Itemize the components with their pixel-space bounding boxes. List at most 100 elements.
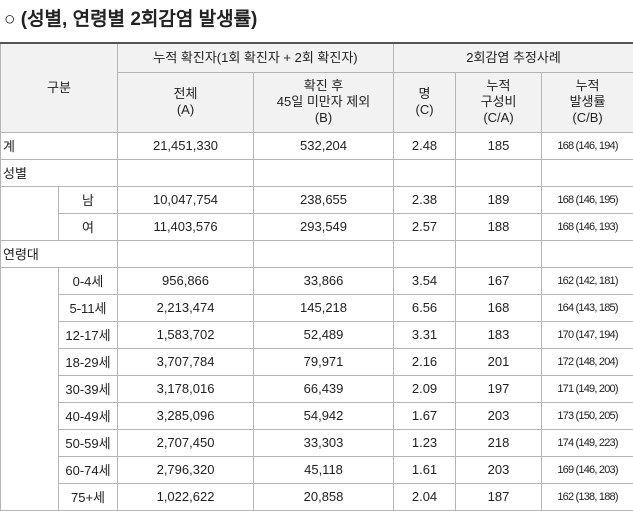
row: 50-59세 2,707,450 33,303 1.23 218 174 (149, 22…	[1, 428, 633, 457]
cell: 174 (149, 223)	[541, 428, 633, 457]
header-cell: 전체 (A)	[117, 71, 255, 133]
header-cell: 구분	[0, 42, 119, 133]
row-label: 50-59세	[57, 428, 119, 457]
cell: 187	[455, 482, 543, 511]
cell: 173 (150, 205)	[541, 401, 633, 430]
table: 구분 누적 확진자(1회 확진자 + 2회 확진자) 2회감염 추정사례 전체(…	[0, 42, 633, 511]
row: 여 11,403,576 293,549 2.57 188 168 (146, 193)	[1, 212, 633, 241]
row: 남 10,047,754 238,655 2.38 189 168 (146, 195)	[0, 185, 633, 241]
row: 계 21,451,330 532,204 2.48 185 168 (146, 194)	[0, 131, 633, 160]
header-line: 누적	[486, 78, 511, 93]
header-row: 전체 (A) 확진 후 45일 미만자 제외 (B) 명 (C) 누적 구성비 (C/A) 누적 발생…	[1, 71, 633, 133]
row: 75+세 1,022,622 20,858 2.04 187 162 (138, 188)	[1, 482, 633, 511]
header-line: (C/A)	[483, 110, 514, 125]
title: ○ (성별, 연령별 2회감염 발생률)	[4, 9, 258, 30]
cell: 189	[455, 185, 543, 214]
row-label: 30-39세	[57, 374, 119, 403]
cell: 79,971	[253, 347, 395, 376]
cell	[253, 158, 395, 187]
header-cell: 확진 후 45일 미만자 제외 (B)	[253, 71, 395, 133]
cell: 532,204	[253, 131, 395, 160]
cell: 168 (146, 194)	[541, 131, 633, 160]
cell: 168 (146, 195)	[541, 185, 633, 214]
cell: 2.57	[393, 212, 457, 241]
cell: 2,213,474	[117, 293, 255, 322]
row: 18-29세 3,707,784 79,971 2.16 201 172 (148, 20…	[1, 347, 633, 376]
cell: 3.54	[393, 266, 457, 295]
header-cell: 명 (C)	[393, 71, 457, 133]
cell	[455, 158, 543, 187]
cell: 33,303	[253, 428, 395, 457]
header-cell: 누적 확진자(1회 확진자 + 2회 확진자)	[117, 42, 395, 73]
cell: 2.09	[393, 374, 457, 403]
table-body: 계 21,451,330 532,204 2.48 185 168 (146, 194) 성…	[0, 131, 633, 511]
header-cell: 누적 구성비 (C/A)	[455, 71, 543, 133]
cell: 185	[455, 131, 543, 160]
cell: 1.23	[393, 428, 457, 457]
row: 0-4세 956,866 33,866 3.54 167 162 (142, 181)	[0, 266, 633, 511]
cell	[393, 239, 457, 268]
cell: 2.04	[393, 482, 457, 511]
header-line: (A)	[176, 102, 195, 117]
header-line: 전체	[173, 86, 198, 101]
row-label: 계	[0, 131, 119, 160]
group-label: 연령대	[0, 239, 119, 268]
cell: 1,022,622	[117, 482, 255, 511]
row: 60-74세 2,796,320 45,118 1.61 203 169 (146, 20…	[1, 455, 633, 484]
cell: 188	[455, 212, 543, 241]
cell: 168 (146, 193)	[541, 212, 633, 241]
header-line: (B)	[314, 110, 333, 125]
cell: 3,285,096	[117, 401, 255, 430]
header-row: 구분 누적 확진자(1회 확진자 + 2회 확진자) 2회감염 추정사례	[0, 42, 633, 133]
cell	[117, 158, 255, 187]
cell: 3,178,016	[117, 374, 255, 403]
row-label: 여	[57, 212, 119, 241]
cell	[541, 239, 633, 268]
indent-cell	[0, 185, 59, 241]
cell: 164 (143, 185)	[541, 293, 633, 322]
cell: 162 (142, 181)	[541, 266, 633, 295]
header-line: 명	[418, 86, 431, 101]
cell	[253, 239, 395, 268]
cell: 3.31	[393, 320, 457, 349]
row-label: 남	[57, 185, 119, 214]
cell	[541, 158, 633, 187]
cell: 203	[455, 455, 543, 484]
header-line: 누적	[575, 78, 600, 93]
cell: 45,118	[253, 455, 395, 484]
header-line: 발생률	[569, 94, 606, 109]
cell: 3,707,784	[117, 347, 255, 376]
row-label: 5-11세	[57, 293, 119, 322]
cell: 218	[455, 428, 543, 457]
group-row: 연령대	[0, 239, 633, 268]
header-line: 확진 후	[303, 78, 344, 93]
cell: 2.48	[393, 131, 457, 160]
group-row: 성별	[0, 158, 633, 187]
cell: 2,707,450	[117, 428, 255, 457]
row: 12-17세 1,583,702 52,489 3.31 183 170 (147, 19…	[1, 320, 633, 349]
cell: 20,858	[253, 482, 395, 511]
row: 5-11세 2,213,474 145,218 6.56 168 164 (143, 18…	[1, 293, 633, 322]
header-cell: 누적 발생률 (C/B)	[541, 71, 633, 133]
cell	[117, 239, 255, 268]
header-line: (C/B)	[572, 110, 603, 125]
cell: 10,047,754	[117, 185, 255, 214]
header-line: 구성비	[480, 94, 517, 109]
row: 40-49세 3,285,096 54,942 1.67 203 173 (150, 20…	[1, 401, 633, 430]
cell: 169 (146, 203)	[541, 455, 633, 484]
row-label: 40-49세	[57, 401, 119, 430]
cell: 54,942	[253, 401, 395, 430]
cell: 238,655	[253, 185, 395, 214]
header-line: (C)	[415, 102, 434, 117]
cell: 1.61	[393, 455, 457, 484]
cell: 201	[455, 347, 543, 376]
row-label: 0-4세	[57, 266, 119, 295]
cell: 145,218	[253, 293, 395, 322]
cell: 2.38	[393, 185, 457, 214]
cell: 52,489	[253, 320, 395, 349]
header-line: 45일 미만자 제외	[276, 94, 371, 109]
cell: 6.56	[393, 293, 457, 322]
cell: 183	[455, 320, 543, 349]
